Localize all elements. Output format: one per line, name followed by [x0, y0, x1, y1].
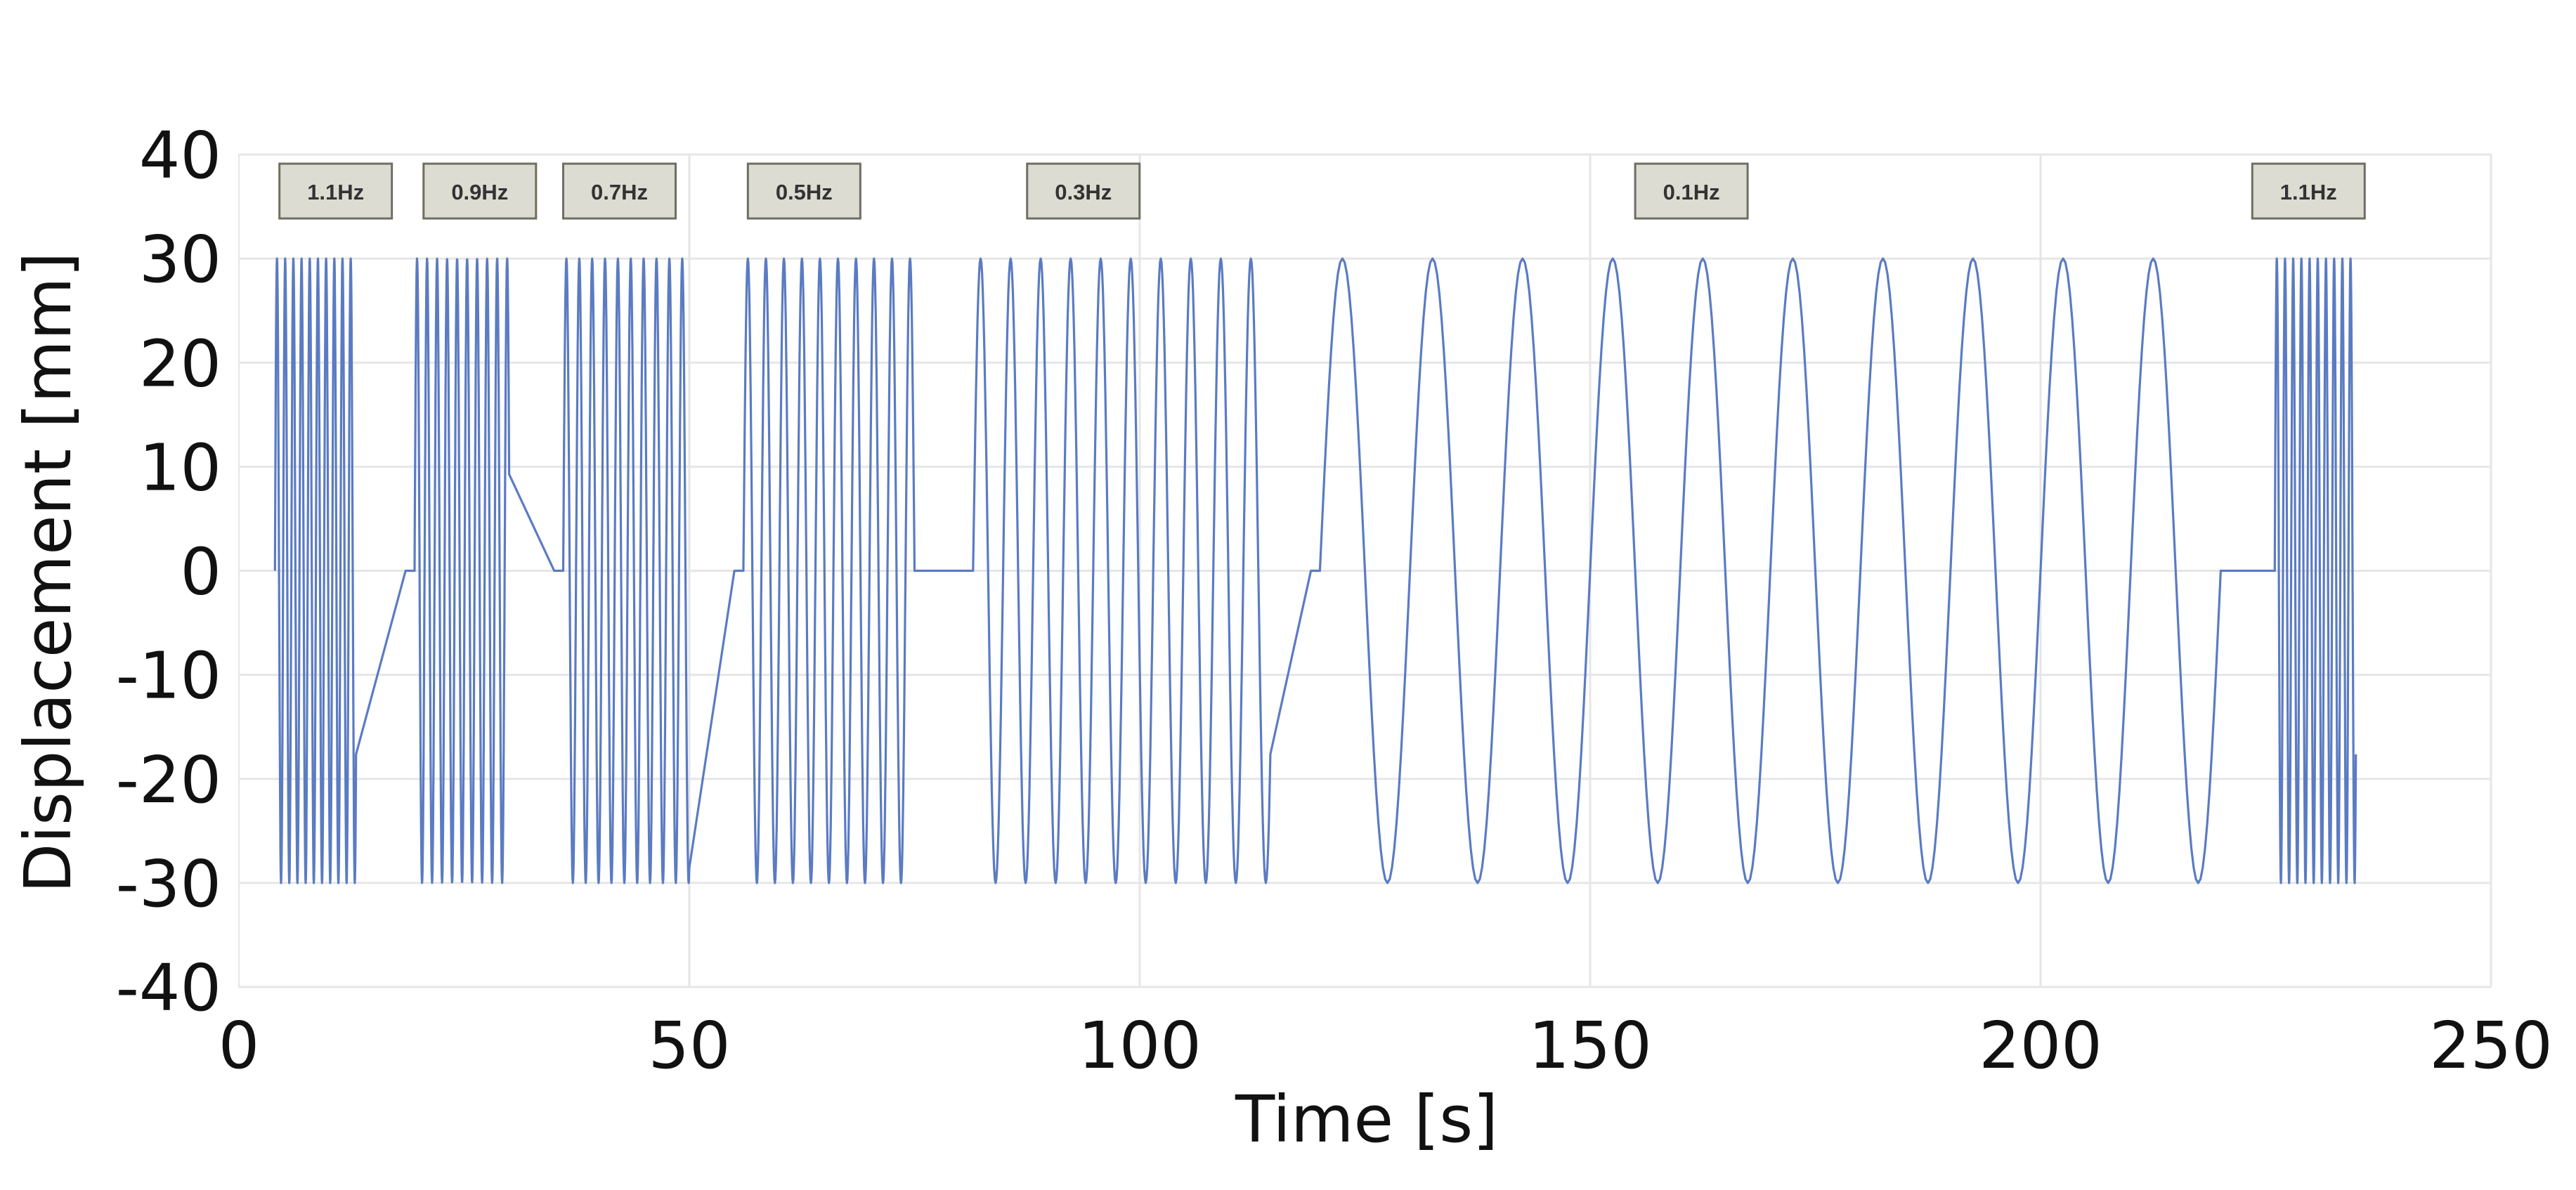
frequency-label-box	[1026, 162, 1141, 220]
x-axis-title: Time [s]	[1235, 1082, 1498, 1157]
x-tick-label: 150	[1528, 1008, 1652, 1083]
y-tick-label: 10	[139, 430, 221, 505]
y-tick-label: -30	[116, 846, 221, 922]
y-tick-label: -10	[116, 639, 221, 714]
y-tick-label: -40	[116, 950, 221, 1026]
x-axis-ticks: 0 50 100 150 200 250	[219, 1008, 2553, 1083]
x-tick-label: 50	[648, 1008, 730, 1083]
frequency-label: 0.3Hz	[1055, 180, 1112, 204]
frequency-labels: 1.1Hz 0.9Hz 0.7Hz 0.5Hz 0.3Hz 0.1Hz 1.1Hz	[278, 162, 2366, 220]
frequency-label: 0.5Hz	[776, 180, 833, 204]
y-axis-ticks: 40 30 20 10 0 -10 -20 -30 -40	[116, 118, 221, 1026]
series-group	[273, 257, 2357, 884]
frequency-label-box	[2251, 162, 2366, 220]
y-tick-label: 20	[139, 326, 221, 401]
frequency-label: 0.9Hz	[451, 180, 508, 204]
x-tick-label: 200	[1979, 1008, 2102, 1083]
y-tick-label: 40	[139, 118, 221, 193]
frequency-label: 1.1Hz	[2280, 180, 2337, 204]
frequency-label: 1.1Hz	[307, 180, 364, 204]
y-tick-label: -20	[116, 743, 221, 818]
frequency-label: 0.1Hz	[1663, 180, 1720, 204]
frequency-label: 0.7Hz	[591, 180, 648, 204]
x-tick-label: 250	[2429, 1008, 2553, 1083]
frequency-label-box	[746, 162, 861, 220]
y-tick-label: 30	[139, 222, 221, 297]
displacement-series-line	[273, 257, 2357, 884]
y-tick-label: 0	[180, 535, 221, 610]
frequency-label-box	[422, 162, 538, 220]
frequency-label-box	[278, 162, 393, 220]
frequency-label-box	[562, 162, 677, 220]
grid	[239, 153, 2492, 988]
y-axis-title: Displacement [mm]	[11, 252, 86, 894]
frequency-label-box	[1634, 162, 1749, 220]
x-tick-label: 0	[219, 1008, 260, 1083]
x-tick-label: 100	[1078, 1008, 1202, 1083]
